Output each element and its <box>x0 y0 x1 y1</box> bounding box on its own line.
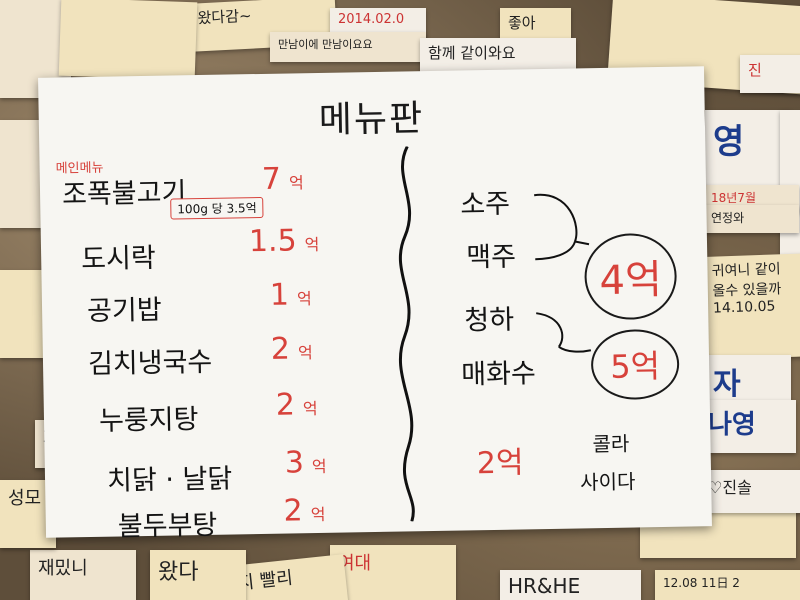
group-price: 4억 <box>599 256 663 305</box>
price-circle: 5억 <box>590 328 680 401</box>
price-unit: 억 <box>297 343 313 363</box>
price-value: 2 <box>275 387 296 423</box>
wall-note: 12.08 11日 2 <box>655 570 800 600</box>
wall-note: 귀여니 같이 올수 있을까 14.10.05 <box>703 253 800 360</box>
menu-item-name: 김치냉국수 <box>87 346 213 381</box>
price-value: 2 <box>270 331 291 367</box>
wall-note <box>58 0 198 81</box>
menu-item-name: 누룽지탕 <box>98 404 199 437</box>
drink-name: 매화수 <box>461 358 537 391</box>
menu-item-name: 치닭 · 날닭 <box>106 463 233 497</box>
menu-title: 메뉴판 <box>318 98 425 141</box>
wall-note-line: 14.10.05 <box>712 298 776 317</box>
wall-note: 진 <box>740 55 800 93</box>
drink-name: 소주 <box>460 188 511 221</box>
price-value: 1 <box>269 277 290 313</box>
wall-note: 영 <box>705 110 791 198</box>
wall-note: 만남이에 만남이요요 <box>270 32 426 62</box>
drink-name: 콜라 <box>592 431 630 457</box>
drink-name: 맥주 <box>465 241 517 274</box>
wall-note: 자 <box>705 355 791 408</box>
wall-note: 재밌니 <box>30 550 136 600</box>
wall-note: 여대 <box>330 545 456 600</box>
group-bracket <box>534 193 590 261</box>
soft-drink-price: 2억 <box>476 445 524 482</box>
wall-note <box>780 110 800 258</box>
group-bracket <box>536 312 592 353</box>
wall-note: 왔다 <box>150 550 246 600</box>
wall-note: 연정와 <box>703 205 799 233</box>
drink-name: 청하 <box>464 304 515 337</box>
wall-note: ♡진솔 <box>700 470 800 513</box>
wavy-divider <box>398 146 415 522</box>
price-value: 3 <box>284 445 305 481</box>
menu-item-name: 도시락 <box>80 242 157 276</box>
wall-note: HR&HE <box>500 570 641 600</box>
price-unit: 억 <box>296 289 312 309</box>
menu-item-name: 불두부탕 <box>117 509 218 543</box>
weight-price-note: 100g 당 3.5억 <box>170 196 264 220</box>
price-value: 1.5 <box>248 223 297 260</box>
drink-name: 사이다 <box>579 469 636 495</box>
price-unit: 억 <box>288 173 304 193</box>
price-value: 2 <box>283 493 304 529</box>
wall-note: 좋아 <box>500 8 571 40</box>
price-unit: 억 <box>311 456 327 477</box>
menu-item-name: 조폭불고기 <box>61 177 187 211</box>
price-unit: 억 <box>310 504 326 525</box>
menu-item-price: 1.5 억 <box>249 223 320 259</box>
group-price: 5억 <box>609 347 661 386</box>
price-circle: 4억 <box>583 232 678 321</box>
wall-note: 나영 <box>700 400 796 453</box>
menu-item-name: 공기밥 <box>86 294 162 328</box>
price-unit: 억 <box>302 399 318 419</box>
price-unit: 억 <box>304 234 320 255</box>
price-value: 7 <box>261 161 282 197</box>
